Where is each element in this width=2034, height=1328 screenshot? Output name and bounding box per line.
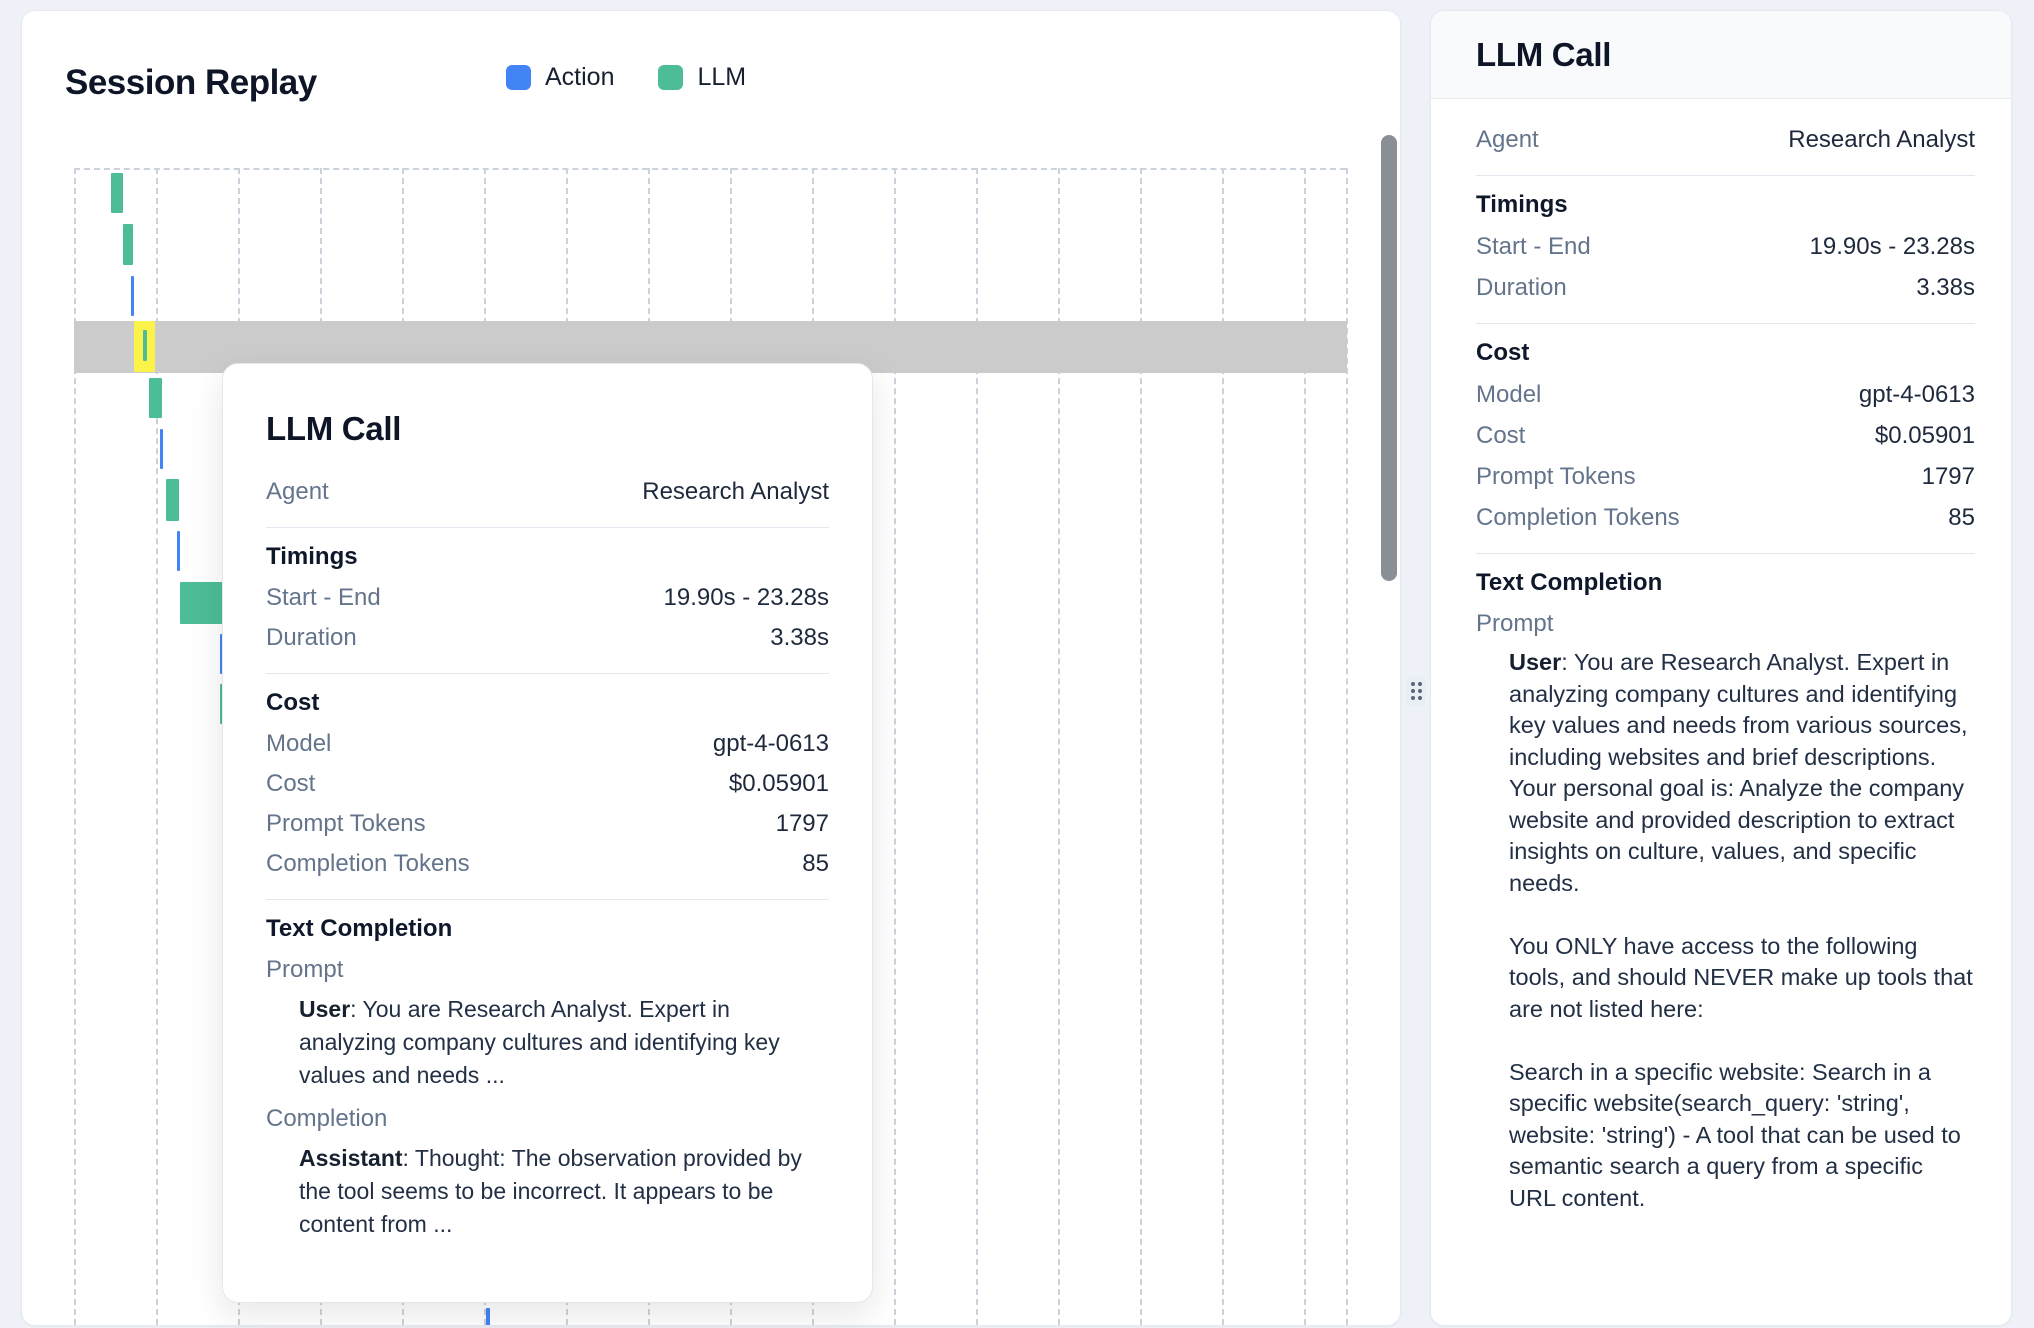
grid-line	[1222, 168, 1224, 1325]
divider	[266, 899, 829, 900]
llm-color-swatch	[658, 65, 684, 90]
detail-panel-header: LLM Call	[1431, 11, 2011, 99]
divider	[1476, 175, 1975, 176]
divider	[1476, 323, 1975, 324]
text-completion-heading: Text Completion	[1476, 569, 1663, 596]
timeline-event-llm[interactable]	[166, 479, 179, 521]
detail-panel-body[interactable]: Agent Research Analyst Timings Start - E…	[1431, 99, 2011, 1214]
legend-llm-label: LLM	[697, 63, 747, 91]
completion-tokens-row: Completion Tokens 85	[266, 850, 829, 877]
grid-line	[894, 168, 896, 1325]
cost-heading: Cost	[266, 689, 320, 716]
completion-tokens-row: Completion Tokens 85	[1476, 504, 1975, 531]
timeline-event-llm[interactable]	[149, 378, 162, 418]
grid-line	[156, 168, 158, 1325]
model-row: Model gpt-4-0613	[266, 730, 829, 757]
llm-call-tooltip: LLM Call Agent Research Analyst Timings …	[222, 363, 873, 1303]
timeline-event-llm[interactable]	[180, 582, 230, 624]
duration-row: Duration 3.38s	[1476, 274, 1975, 301]
timeline-event-action[interactable]	[131, 276, 134, 316]
model-row: Model gpt-4-0613	[1476, 381, 1975, 408]
timeline-event-action[interactable]	[486, 1308, 490, 1325]
timeline-event-llm[interactable]	[123, 224, 133, 265]
legend-action-label: Action	[545, 63, 615, 91]
duration-row: Duration 3.38s	[266, 624, 829, 651]
legend-item-action[interactable]: Action	[506, 63, 614, 92]
page-title: Session Replay	[65, 63, 317, 102]
action-color-swatch	[506, 65, 531, 90]
text-completion-heading: Text Completion	[266, 915, 453, 942]
prompt-label: Prompt	[266, 956, 344, 983]
completion-preview: Assistant: Thought: The observation prov…	[299, 1145, 802, 1237]
grid-line	[1058, 168, 1060, 1325]
prompt-label: Prompt	[1476, 610, 1554, 637]
grid-line	[1140, 168, 1142, 1325]
timeline-legend: Action LLM	[506, 63, 746, 92]
timeline-event-action[interactable]	[177, 531, 180, 571]
divider	[266, 527, 829, 528]
timeline-event-action[interactable]	[220, 634, 223, 674]
timings-heading: Timings	[1476, 191, 1568, 218]
timeline-event-action[interactable]	[160, 429, 163, 469]
cost-row: Cost $0.05901	[1476, 422, 1975, 449]
grid-line	[74, 168, 76, 1325]
panel-resize-handle[interactable]	[1406, 676, 1426, 706]
completion-label: Completion	[266, 1105, 388, 1132]
grid-line	[1304, 168, 1306, 1325]
grid-top-border	[74, 168, 1346, 170]
start-end-row: Start - End 19.90s - 23.28s	[1476, 233, 1975, 260]
timings-heading: Timings	[266, 543, 358, 570]
start-end-row: Start - End 19.90s - 23.28s	[266, 584, 829, 611]
prompt-full-text: User: You are Research Analyst. Expert i…	[1509, 649, 1973, 1211]
grid-line	[976, 168, 978, 1325]
cost-heading: Cost	[1476, 339, 1530, 366]
legend-item-llm[interactable]: LLM	[658, 63, 746, 92]
tooltip-title: LLM Call	[266, 410, 402, 447]
cost-row: Cost $0.05901	[266, 770, 829, 797]
llm-call-detail-panel: LLM Call Agent Research Analyst Timings …	[1430, 10, 2012, 1326]
agent-row: Agent Research Analyst	[1476, 126, 1975, 153]
divider	[1476, 553, 1975, 554]
prompt-preview: User: You are Research Analyst. Expert i…	[299, 996, 780, 1088]
grip-dots-icon	[1410, 682, 1422, 700]
timeline-event-llm[interactable]	[111, 173, 123, 213]
prompt-tokens-row: Prompt Tokens 1797	[1476, 463, 1975, 490]
vertical-scrollbar-thumb[interactable]	[1381, 135, 1397, 581]
timeline-event-selected-marker	[143, 330, 147, 361]
prompt-tokens-row: Prompt Tokens 1797	[266, 810, 829, 837]
divider	[266, 673, 829, 674]
agent-row: Agent Research Analyst	[266, 478, 829, 505]
detail-panel-title: LLM Call	[1476, 35, 1612, 73]
grid-right-border	[1346, 168, 1348, 1325]
